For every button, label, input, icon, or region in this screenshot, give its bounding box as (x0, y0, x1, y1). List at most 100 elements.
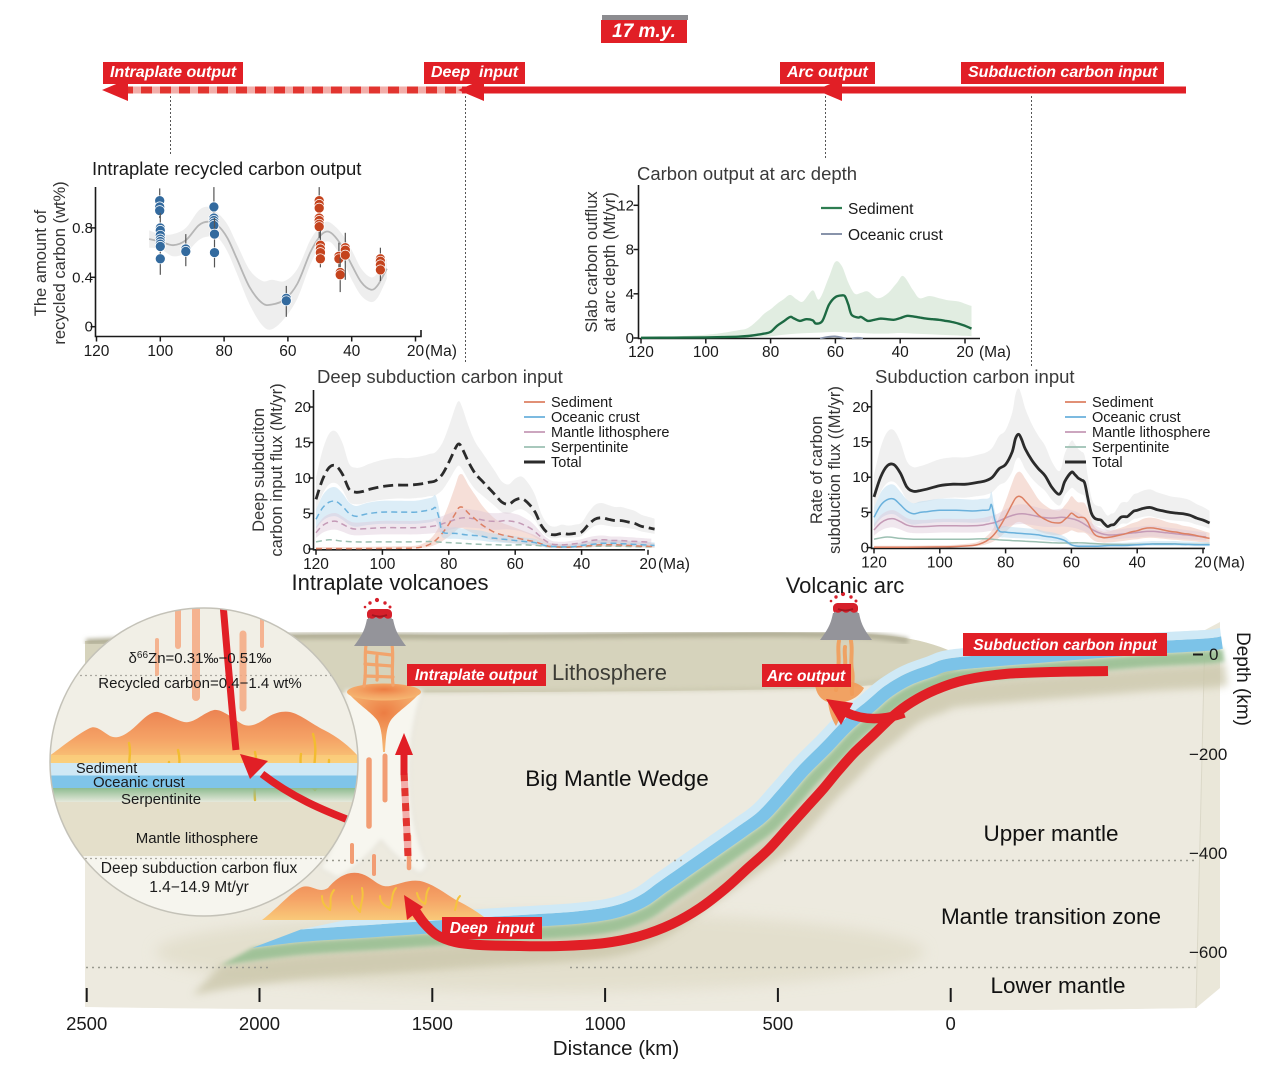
svg-text:−200: −200 (1189, 745, 1227, 764)
svg-text:15: 15 (852, 434, 869, 451)
svg-text:60: 60 (279, 343, 297, 360)
svg-text:Lithosphere: Lithosphere (552, 660, 667, 685)
svg-text:5: 5 (303, 506, 311, 523)
svg-text:100: 100 (369, 556, 395, 573)
svg-text:Subduction carbon input: Subduction carbon input (973, 637, 1157, 654)
svg-text:Sediment: Sediment (76, 761, 137, 777)
svg-text:120: 120 (861, 555, 887, 572)
svg-text:12: 12 (617, 197, 634, 214)
svg-text:0.4: 0.4 (72, 269, 93, 286)
svg-text:1.4−14.9 Mt/yr: 1.4−14.9 Mt/yr (149, 879, 249, 896)
svg-text:Oceanic crust: Oceanic crust (1092, 410, 1181, 426)
svg-text:100: 100 (927, 555, 953, 572)
svg-text:8: 8 (626, 242, 634, 259)
svg-text:1500: 1500 (412, 1013, 453, 1034)
svg-text:0: 0 (85, 319, 93, 336)
svg-text:at arc depth (Mt/yr): at arc depth (Mt/yr) (601, 192, 619, 331)
svg-text:The amount of: The amount of (32, 209, 50, 316)
svg-text:1000: 1000 (585, 1013, 626, 1034)
svg-text:Distance (km): Distance (km) (553, 1037, 679, 1060)
svg-text:40: 40 (573, 556, 591, 573)
svg-text:Upper mantle: Upper mantle (983, 821, 1118, 846)
svg-text:(Ma): (Ma) (979, 344, 1011, 361)
svg-text:Total: Total (551, 455, 582, 471)
svg-text:120: 120 (628, 344, 654, 361)
svg-text:40: 40 (343, 343, 361, 360)
svg-text:subduction flux ((Mt/yr): subduction flux ((Mt/yr) (826, 386, 844, 554)
svg-text:500: 500 (762, 1013, 793, 1034)
svg-text:Intraplate output: Intraplate output (415, 667, 538, 684)
svg-text:80: 80 (997, 555, 1015, 572)
svg-text:80: 80 (440, 556, 458, 573)
svg-text:−600: −600 (1189, 943, 1227, 962)
svg-text:100: 100 (693, 344, 719, 361)
svg-text:Total: Total (1092, 455, 1123, 471)
svg-text:5: 5 (861, 504, 869, 521)
svg-text:10: 10 (294, 470, 311, 487)
svg-text:Deep subduction carbon flux: Deep subduction carbon flux (101, 860, 298, 877)
svg-text:Arc output: Arc output (766, 668, 846, 685)
svg-text:0: 0 (626, 330, 634, 347)
svg-text:0.8: 0.8 (72, 220, 93, 237)
svg-text:Sediment: Sediment (551, 395, 612, 411)
svg-text:Subduction carbon input: Subduction carbon input (875, 366, 1075, 387)
svg-text:Serpentinite: Serpentinite (121, 791, 201, 808)
svg-text:120: 120 (84, 343, 110, 360)
svg-text:Depth (km): Depth (km) (1232, 632, 1253, 726)
svg-text:Intraplate volcanoes: Intraplate volcanoes (292, 570, 489, 595)
svg-text:Sediment: Sediment (1092, 395, 1153, 411)
svg-text:Slab carbon outflux: Slab carbon outflux (583, 191, 601, 333)
svg-text:40: 40 (1129, 555, 1147, 572)
svg-text:4: 4 (626, 286, 634, 303)
svg-text:0: 0 (946, 1013, 956, 1034)
svg-text:Oceanic crust: Oceanic crust (551, 410, 640, 426)
svg-text:carbon input flux (Mt/yr): carbon input flux (Mt/yr) (268, 383, 286, 556)
svg-text:60: 60 (827, 344, 845, 361)
svg-text:15: 15 (294, 435, 311, 452)
svg-text:Deep subduction carbon input: Deep subduction carbon input (317, 366, 563, 387)
svg-text:2500: 2500 (66, 1013, 107, 1034)
svg-text:20: 20 (956, 344, 974, 361)
svg-text:Carbon output at arc depth: Carbon output at arc depth (637, 163, 857, 184)
svg-text:100: 100 (147, 343, 173, 360)
svg-text:20: 20 (294, 399, 311, 416)
svg-text:Mantle lithosphere: Mantle lithosphere (1092, 425, 1211, 441)
svg-text:Oceanic crust: Oceanic crust (848, 227, 943, 244)
svg-text:0: 0 (861, 540, 869, 557)
svg-text:Sediment: Sediment (848, 201, 914, 218)
svg-text:Lower mantle: Lower mantle (990, 973, 1125, 998)
svg-text:20: 20 (1194, 555, 1212, 572)
svg-text:40: 40 (892, 344, 910, 361)
svg-text:recycled carbon (wt%): recycled carbon (wt%) (51, 181, 69, 344)
svg-text:Mantle lithosphere: Mantle lithosphere (136, 830, 259, 847)
svg-text:(Ma): (Ma) (425, 343, 457, 360)
svg-text:(Ma): (Ma) (658, 556, 690, 573)
svg-text:Rate of carbon: Rate of carbon (808, 416, 826, 524)
svg-text:−400: −400 (1189, 844, 1227, 863)
svg-text:Oceanic crust: Oceanic crust (93, 774, 186, 791)
svg-text:Mantle transition zone: Mantle transition zone (941, 904, 1161, 929)
svg-text:δ66Zn=0.31‰−0.51‰: δ66Zn=0.31‰−0.51‰ (129, 650, 272, 667)
svg-text:Serpentinite: Serpentinite (551, 440, 628, 456)
svg-text:Big Mantle Wedge: Big Mantle Wedge (525, 766, 708, 791)
svg-text:80: 80 (215, 343, 233, 360)
svg-text:Volcanic arc: Volcanic arc (786, 573, 905, 598)
svg-text:(Ma): (Ma) (1213, 555, 1245, 572)
svg-text:Deep input: Deep input (450, 920, 535, 937)
svg-text:Serpentinite: Serpentinite (1092, 440, 1169, 456)
svg-text:20: 20 (639, 556, 657, 573)
svg-text:80: 80 (762, 344, 780, 361)
svg-text:10: 10 (852, 469, 869, 486)
svg-text:20: 20 (852, 399, 869, 416)
svg-text:60: 60 (507, 556, 525, 573)
svg-text:Deep subduciton: Deep subduciton (250, 408, 268, 532)
svg-text:2000: 2000 (239, 1013, 280, 1034)
svg-text:Mantle lithosphere: Mantle lithosphere (551, 425, 670, 441)
svg-text:Recycled carbon=0.4−1.4 wt%: Recycled carbon=0.4−1.4 wt% (98, 675, 301, 692)
svg-text:0: 0 (303, 541, 311, 558)
svg-text:20: 20 (407, 343, 425, 360)
svg-text:0: 0 (1209, 645, 1218, 664)
svg-text:120: 120 (303, 556, 329, 573)
svg-text:Intraplate recycled carbon out: Intraplate recycled carbon output (92, 158, 361, 179)
svg-text:60: 60 (1063, 555, 1081, 572)
